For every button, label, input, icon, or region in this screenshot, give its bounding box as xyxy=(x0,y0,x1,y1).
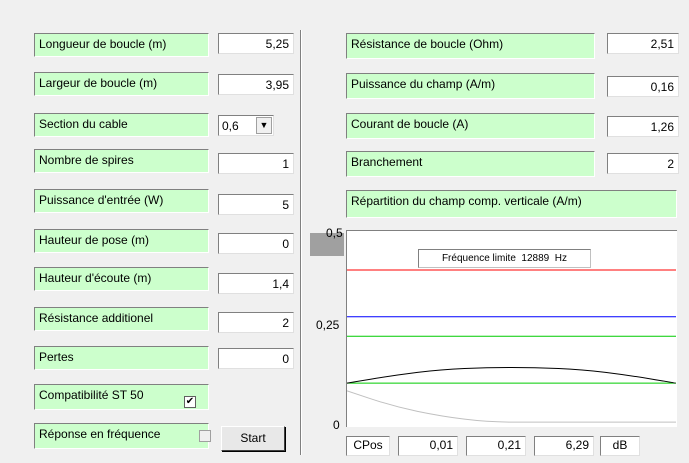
input-spires[interactable]: 1 xyxy=(218,153,294,174)
cpos-value-3: 6,29 xyxy=(534,436,594,456)
start-button[interactable]: Start xyxy=(221,426,285,451)
label-courant: Courant de boucle (A) xyxy=(346,113,595,139)
cpos-label: CPos xyxy=(346,436,390,456)
label-hauteur-ecoute: Hauteur d'écoute (m) xyxy=(34,267,209,291)
db-unit: dB xyxy=(600,436,640,456)
cpos-value-2: 0,21 xyxy=(466,436,526,456)
label-hauteur-pose: Hauteur de pose (m) xyxy=(34,229,209,253)
freq-limit-label: Fréquence limite 12889 Hz xyxy=(418,249,591,268)
label-longueur: Longueur de boucle (m) xyxy=(34,33,209,57)
label-spires: Nombre de spires xyxy=(34,149,209,173)
compat-checkbox[interactable]: ✔ xyxy=(184,396,196,408)
output-branchement: 2 xyxy=(607,153,679,174)
label-largeur: Largeur de boucle (m) xyxy=(34,72,209,96)
field-chart xyxy=(346,230,677,427)
label-resistance-add: Résistance additionel xyxy=(34,307,209,331)
column-divider xyxy=(300,30,302,455)
response-label: Réponse en fréquence xyxy=(39,427,161,441)
label-section: Section du cable xyxy=(34,113,209,137)
section-select-value: 0,6 xyxy=(222,119,239,133)
output-resistance-boucle: 2,51 xyxy=(607,33,679,54)
cpos-value-1: 0,01 xyxy=(398,436,458,456)
label-puissance-entree: Puissance d'entrée (W) xyxy=(34,189,209,213)
label-pertes: Pertes xyxy=(34,346,209,370)
output-courant: 1,26 xyxy=(607,116,679,137)
input-hauteur-pose[interactable]: 0 xyxy=(218,233,294,254)
compat-label: Compatibilité ST 50 xyxy=(39,388,144,402)
input-resistance-add[interactable]: 2 xyxy=(218,312,294,333)
chart-title: Répartition du champ comp. verticale (A/… xyxy=(346,190,677,218)
label-puissance-champ: Puissance du champ (A/m) xyxy=(346,73,595,99)
input-largeur[interactable]: 3,95 xyxy=(218,74,294,95)
y-tick-top: 0,5 xyxy=(326,226,343,240)
chart-series-5 xyxy=(346,390,676,423)
input-hauteur-ecoute[interactable]: 1,4 xyxy=(218,273,294,294)
input-pertes[interactable]: 0 xyxy=(218,348,294,369)
y-tick-bottom: 0 xyxy=(333,418,340,432)
section-select[interactable]: 0,6 ▼ xyxy=(218,115,274,136)
label-resistance-boucle: Résistance de boucle (Ohm) xyxy=(346,33,595,59)
field-chart-svg xyxy=(346,269,677,423)
y-axis-handle[interactable] xyxy=(310,233,344,256)
response-checkbox[interactable] xyxy=(199,430,211,442)
chart-series-4 xyxy=(346,366,677,384)
input-puissance-entree[interactable]: 5 xyxy=(218,194,294,215)
chevron-down-icon[interactable]: ▼ xyxy=(256,117,272,134)
input-longueur[interactable]: 5,25 xyxy=(218,33,294,54)
label-branchement: Branchement xyxy=(346,151,595,177)
output-puissance-champ: 0,16 xyxy=(607,76,679,97)
label-response: Réponse en fréquence xyxy=(34,423,209,449)
y-tick-mid: 0,25 xyxy=(316,318,340,332)
label-compat: Compatibilité ST 50 xyxy=(34,384,209,410)
